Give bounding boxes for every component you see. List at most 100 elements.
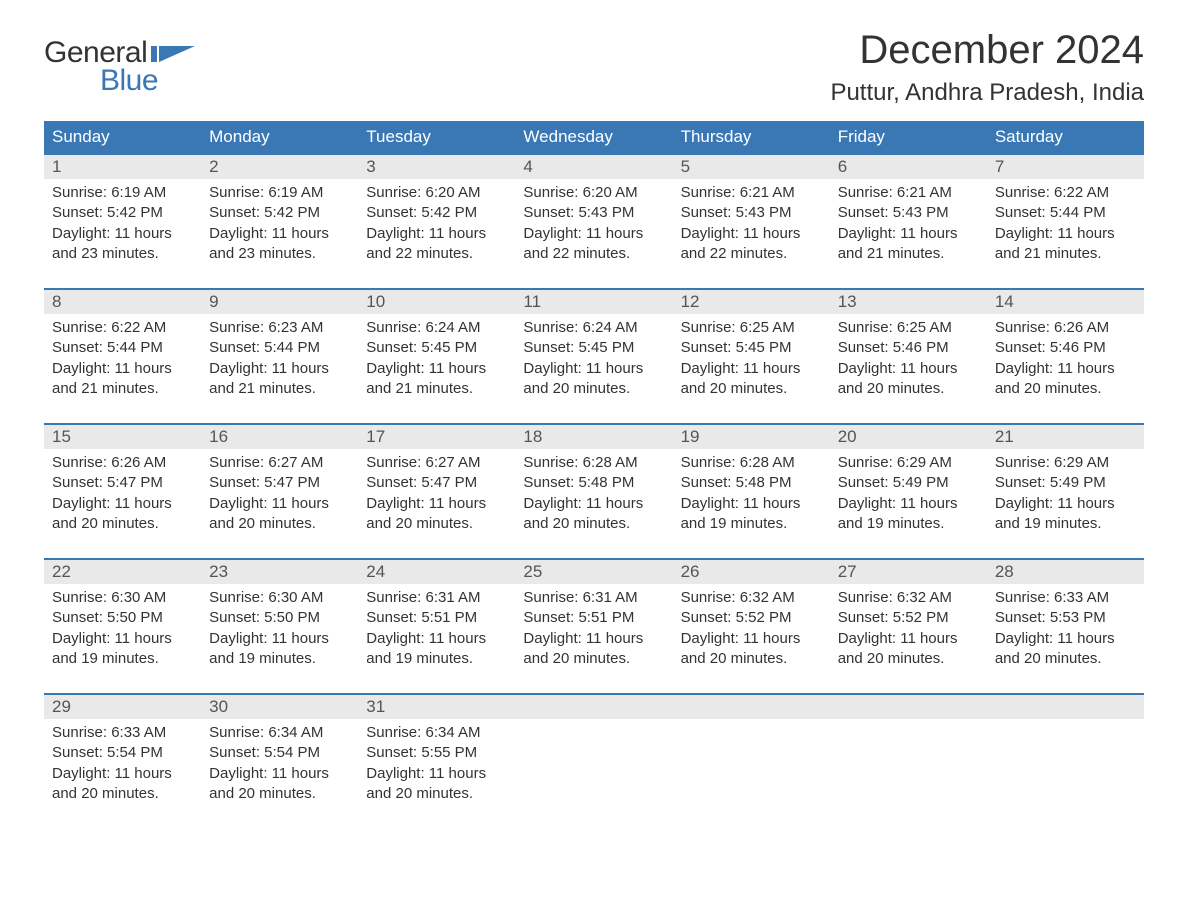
daylight-line-1: Daylight: 11 hours [209,629,350,649]
calendar-day-cell: Sunrise: 6:21 AMSunset: 5:43 PMDaylight:… [673,179,830,274]
day-number: 15 [44,425,201,449]
sunset-line: Sunset: 5:47 PM [366,473,507,493]
day-number-row: 1234567 [44,155,1144,179]
sunset-line: Sunset: 5:48 PM [681,473,822,493]
daylight-line-2: and 22 minutes. [366,244,507,264]
day-number: 6 [830,155,987,179]
daylight-line-1: Daylight: 11 hours [681,494,822,514]
logo: General Blue [44,28,195,98]
daylight-line-2: and 21 minutes. [209,379,350,399]
sunrise-line: Sunrise: 6:23 AM [209,318,350,338]
daylight-line-2: and 20 minutes. [838,379,979,399]
day-number: 26 [673,560,830,584]
sunset-line: Sunset: 5:45 PM [523,338,664,358]
calendar-day-cell: Sunrise: 6:22 AMSunset: 5:44 PMDaylight:… [987,179,1144,274]
daylight-line-2: and 19 minutes. [366,649,507,669]
sunrise-line: Sunrise: 6:32 AM [838,588,979,608]
daylight-line-1: Daylight: 11 hours [523,359,664,379]
calendar-day-cell: Sunrise: 6:19 AMSunset: 5:42 PMDaylight:… [201,179,358,274]
calendar-day-cell: Sunrise: 6:26 AMSunset: 5:47 PMDaylight:… [44,449,201,544]
daylight-line-1: Daylight: 11 hours [52,224,193,244]
sunset-line: Sunset: 5:53 PM [995,608,1136,628]
day-number: 23 [201,560,358,584]
day-number: 24 [358,560,515,584]
day-number: 11 [515,290,672,314]
calendar-day-cell: Sunrise: 6:24 AMSunset: 5:45 PMDaylight:… [515,314,672,409]
sunset-line: Sunset: 5:44 PM [995,203,1136,223]
sunset-line: Sunset: 5:45 PM [681,338,822,358]
calendar-day-cell: Sunrise: 6:30 AMSunset: 5:50 PMDaylight:… [201,584,358,679]
day-number [830,695,987,719]
sunrise-line: Sunrise: 6:19 AM [209,183,350,203]
sunset-line: Sunset: 5:51 PM [366,608,507,628]
sunrise-line: Sunrise: 6:27 AM [209,453,350,473]
sunset-line: Sunset: 5:42 PM [52,203,193,223]
calendar-day-cell [515,719,672,814]
sunrise-line: Sunrise: 6:26 AM [995,318,1136,338]
day-number: 30 [201,695,358,719]
title-block: December 2024 Puttur, Andhra Pradesh, In… [830,28,1144,107]
header: General Blue December 2024 Puttur, Andhr… [44,28,1144,107]
day-number: 22 [44,560,201,584]
sunrise-line: Sunrise: 6:24 AM [366,318,507,338]
day-number: 29 [44,695,201,719]
day-of-week-header: Sunday Monday Tuesday Wednesday Thursday… [44,121,1144,153]
calendar-day-cell [830,719,987,814]
day-number: 17 [358,425,515,449]
sunset-line: Sunset: 5:49 PM [995,473,1136,493]
calendar-week: 22232425262728Sunrise: 6:30 AMSunset: 5:… [44,558,1144,679]
day-number [515,695,672,719]
daylight-line-1: Daylight: 11 hours [209,764,350,784]
calendar-day-cell: Sunrise: 6:20 AMSunset: 5:42 PMDaylight:… [358,179,515,274]
daylight-line-2: and 19 minutes. [838,514,979,534]
sunset-line: Sunset: 5:50 PM [52,608,193,628]
sunrise-line: Sunrise: 6:32 AM [681,588,822,608]
sunrise-line: Sunrise: 6:20 AM [366,183,507,203]
daylight-line-2: and 20 minutes. [995,649,1136,669]
daylight-line-1: Daylight: 11 hours [366,764,507,784]
daylight-line-2: and 21 minutes. [995,244,1136,264]
daylight-line-1: Daylight: 11 hours [995,629,1136,649]
logo-text-bottom: Blue [100,64,158,98]
daylight-line-2: and 21 minutes. [366,379,507,399]
day-number: 12 [673,290,830,314]
sunset-line: Sunset: 5:42 PM [209,203,350,223]
daylight-line-2: and 19 minutes. [995,514,1136,534]
daylight-line-1: Daylight: 11 hours [209,359,350,379]
daylight-line-1: Daylight: 11 hours [681,224,822,244]
calendar-day-cell: Sunrise: 6:31 AMSunset: 5:51 PMDaylight:… [515,584,672,679]
daylight-line-2: and 22 minutes. [681,244,822,264]
sunset-line: Sunset: 5:46 PM [838,338,979,358]
sunset-line: Sunset: 5:43 PM [681,203,822,223]
daylight-line-1: Daylight: 11 hours [209,224,350,244]
calendar-week: 1234567Sunrise: 6:19 AMSunset: 5:42 PMDa… [44,153,1144,274]
daylight-line-1: Daylight: 11 hours [52,764,193,784]
day-number [673,695,830,719]
sunrise-line: Sunrise: 6:25 AM [838,318,979,338]
calendar-day-cell [987,719,1144,814]
day-number: 1 [44,155,201,179]
sunrise-line: Sunrise: 6:31 AM [523,588,664,608]
daylight-line-2: and 23 minutes. [209,244,350,264]
day-number-row: 891011121314 [44,290,1144,314]
daylight-line-2: and 20 minutes. [681,379,822,399]
calendar-day-cell: Sunrise: 6:31 AMSunset: 5:51 PMDaylight:… [358,584,515,679]
daylight-line-2: and 20 minutes. [523,514,664,534]
sunrise-line: Sunrise: 6:30 AM [209,588,350,608]
daylight-line-1: Daylight: 11 hours [523,224,664,244]
calendar-day-cell: Sunrise: 6:34 AMSunset: 5:54 PMDaylight:… [201,719,358,814]
day-number: 20 [830,425,987,449]
dow-saturday: Saturday [987,121,1144,153]
daylight-line-2: and 20 minutes. [523,379,664,399]
daylight-line-2: and 20 minutes. [366,784,507,804]
daylight-line-2: and 19 minutes. [681,514,822,534]
daylight-line-2: and 20 minutes. [681,649,822,669]
sunrise-line: Sunrise: 6:22 AM [52,318,193,338]
dow-thursday: Thursday [673,121,830,153]
day-number: 8 [44,290,201,314]
dow-friday: Friday [830,121,987,153]
daylight-line-1: Daylight: 11 hours [523,629,664,649]
sunrise-line: Sunrise: 6:34 AM [209,723,350,743]
sunrise-line: Sunrise: 6:28 AM [681,453,822,473]
sunset-line: Sunset: 5:46 PM [995,338,1136,358]
